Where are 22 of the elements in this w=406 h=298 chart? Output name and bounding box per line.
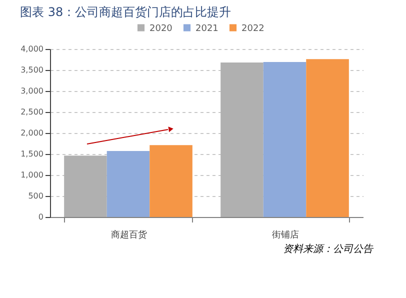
y-tick-label: 2,000: [20, 128, 44, 138]
bar: [263, 62, 306, 217]
bar: [150, 145, 192, 217]
legend-label: 2022: [242, 24, 264, 34]
y-tick-label: 3,000: [20, 86, 44, 96]
legend-label: 2020: [150, 24, 173, 34]
y-tick-label: 3,500: [20, 66, 44, 74]
y-tick-label: 0: [38, 212, 44, 222]
y-tick-label: 4,000: [20, 44, 44, 54]
y-tick-label: 1,000: [20, 170, 44, 180]
y-tick-label: 500: [28, 192, 44, 200]
text: 资料来源：公司公告: [283, 243, 374, 255]
bar: [106, 151, 150, 217]
bar: [306, 59, 349, 217]
x-tick-label: 街铺店: [272, 230, 299, 240]
chart-title: 图表 38：公司商超百货门店的占比提升: [20, 5, 232, 19]
y-tick-label: 1,500: [20, 150, 44, 158]
legend-label: 2021: [196, 24, 218, 34]
bar: [220, 62, 264, 217]
bar: [64, 156, 107, 217]
x-tick-label: 商超百货: [110, 230, 147, 240]
y-tick-label: 2,500: [20, 108, 44, 116]
